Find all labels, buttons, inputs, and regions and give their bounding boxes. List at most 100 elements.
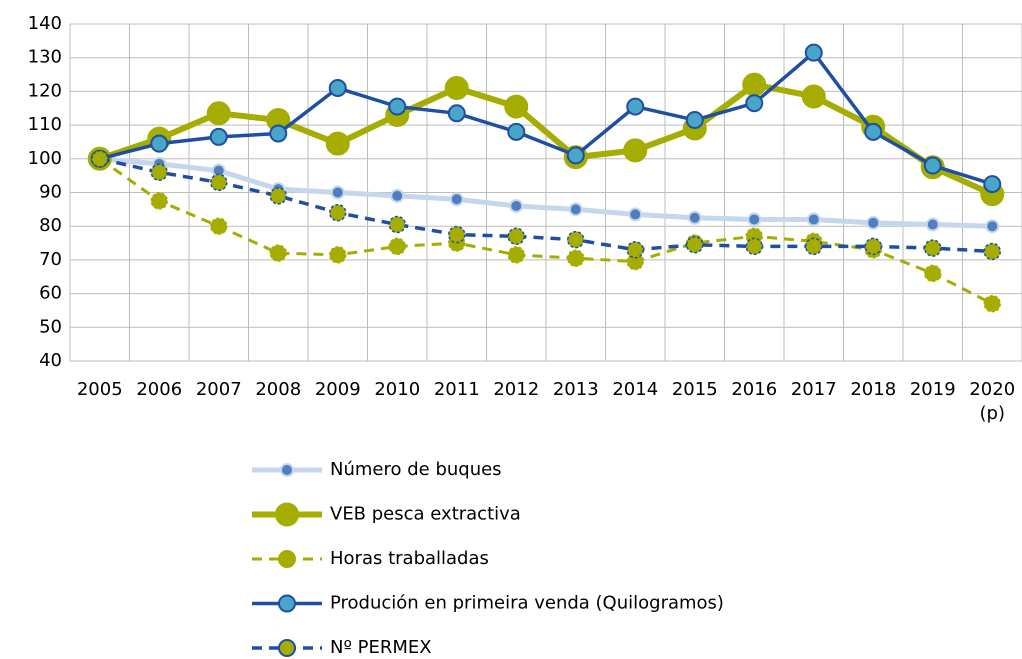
series-marker	[150, 163, 168, 182]
legend-label: VEB pesca extractiva	[330, 504, 521, 525]
series-marker	[449, 192, 464, 207]
series-marker	[504, 94, 529, 119]
series-marker	[805, 237, 823, 256]
series-marker	[509, 198, 524, 213]
series-marker	[448, 225, 466, 244]
x-tick-label: 2017	[790, 379, 837, 400]
series-marker	[567, 249, 585, 267]
x-tick-label: 2005	[76, 379, 123, 400]
series-marker	[745, 237, 763, 256]
x-tick-label: 2009	[314, 379, 361, 400]
y-tick-label: 40	[39, 350, 62, 371]
series-marker	[686, 235, 704, 254]
legend-marker	[278, 594, 296, 613]
series-marker	[329, 203, 347, 222]
legend-marker	[278, 639, 296, 657]
legend-marker	[280, 463, 294, 477]
series-marker	[269, 187, 287, 205]
series-marker	[983, 175, 1002, 194]
series-marker	[566, 146, 585, 165]
series-marker	[269, 124, 288, 143]
series-marker	[325, 131, 350, 156]
series-marker	[210, 217, 228, 235]
series-marker	[742, 72, 767, 97]
series-marker	[985, 219, 1000, 234]
series-marker	[626, 97, 645, 116]
legend-marker	[275, 502, 299, 527]
x-tick-label: 2019	[909, 379, 956, 400]
x-tick-label: 2015	[671, 379, 718, 400]
x-tick-label: 2014	[612, 379, 659, 400]
series-marker	[866, 215, 881, 230]
y-tick-label: 140	[28, 13, 62, 34]
series-marker	[447, 104, 466, 123]
series-line	[98, 81, 994, 197]
y-tick-label: 70	[39, 249, 62, 270]
series-marker	[924, 239, 942, 257]
series-marker	[388, 215, 406, 234]
series-marker	[328, 79, 347, 98]
series-marker	[864, 237, 882, 256]
legend-label: Produción en primeira venda (Quilogramos…	[330, 593, 724, 614]
y-tick-label: 130	[28, 47, 62, 68]
series-marker	[150, 192, 168, 210]
x-tick-label: 2016	[731, 379, 778, 400]
series-marker	[745, 94, 764, 113]
series-marker	[388, 97, 407, 116]
series-marker	[91, 150, 109, 168]
series-marker	[923, 156, 942, 175]
y-tick-label: 100	[28, 148, 62, 169]
series-marker	[507, 122, 526, 141]
y-tick-label: 80	[39, 215, 62, 236]
series-marker	[330, 185, 345, 200]
x-tick-label: 2011	[433, 379, 480, 400]
series-line	[99, 50, 993, 186]
x-tick-label: 2010	[374, 379, 421, 400]
series-marker	[507, 227, 525, 246]
x-tick-label: 2013	[552, 379, 599, 400]
series-marker	[567, 230, 585, 249]
legend-label: Nº PERMEX	[330, 637, 432, 658]
series-line	[99, 157, 993, 254]
x-tick-label: 2020 (p)	[969, 379, 1016, 424]
series-marker	[269, 244, 287, 262]
y-tick-label: 50	[39, 316, 62, 337]
series-marker	[388, 237, 406, 256]
y-tick-label: 90	[39, 182, 62, 203]
series-marker	[804, 43, 823, 62]
legend-marker	[278, 550, 296, 568]
series-marker	[806, 212, 821, 227]
y-tick-label: 110	[28, 114, 62, 135]
series-marker	[444, 76, 469, 101]
series-line	[99, 156, 993, 229]
x-tick-label: 2008	[255, 379, 302, 400]
x-tick-label: 2012	[493, 379, 540, 400]
y-tick-label: 60	[39, 283, 62, 304]
y-tick-label: 120	[28, 80, 62, 101]
x-tick-label: 2007	[195, 379, 242, 400]
series-marker	[628, 207, 643, 222]
series-marker	[568, 202, 583, 217]
series-marker	[983, 294, 1001, 313]
series-marker	[864, 122, 883, 141]
series-marker	[390, 188, 405, 203]
series-marker	[747, 212, 762, 227]
series-marker	[150, 134, 169, 153]
x-tick-label: 2018	[850, 379, 897, 400]
series-marker	[206, 101, 231, 126]
series-marker	[924, 264, 942, 283]
legend-label: Horas traballadas	[330, 548, 489, 569]
series-marker	[925, 217, 940, 232]
series-marker	[687, 210, 702, 225]
series-marker	[209, 127, 228, 146]
x-tick-label: 2006	[136, 379, 183, 400]
series-marker	[626, 241, 644, 259]
series-marker	[623, 138, 648, 163]
series-marker	[210, 173, 228, 192]
series-marker	[329, 246, 347, 264]
series-marker	[801, 84, 826, 109]
series-marker	[983, 242, 1001, 261]
series-marker	[507, 246, 525, 264]
